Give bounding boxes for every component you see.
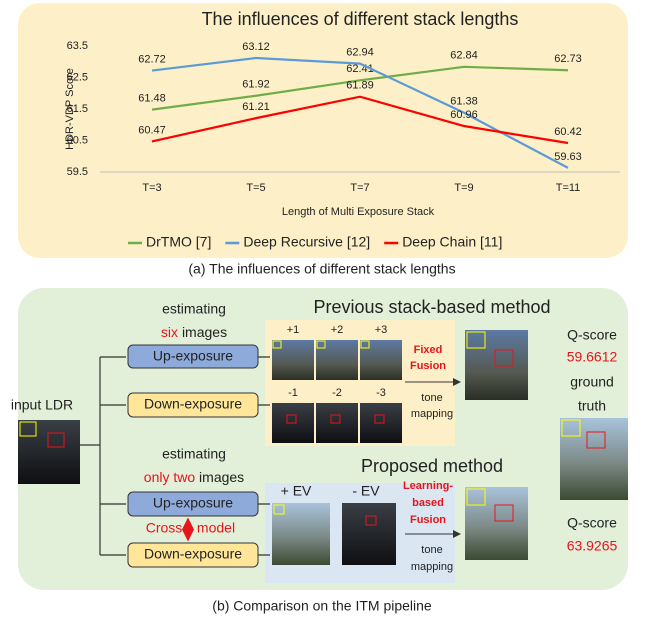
box-label: Down-exposure xyxy=(144,396,242,412)
images: images xyxy=(199,469,244,485)
caption-a: (a) The influences of different stack le… xyxy=(188,261,455,277)
ev-image xyxy=(272,503,330,565)
gt-image xyxy=(560,418,628,500)
data-label: 62.84 xyxy=(450,50,478,62)
data-label: 62.94 xyxy=(346,47,374,59)
ev-label: - EV xyxy=(352,483,380,499)
y-tick-label: 63.5 xyxy=(67,40,88,52)
tone-label: mapping xyxy=(411,561,453,573)
x-axis-label: Length of Multi Exposure Stack xyxy=(282,206,435,218)
gt-label: truth xyxy=(578,398,606,414)
input-label: input LDR xyxy=(11,397,73,413)
legend-label: DrTMO [7] xyxy=(146,234,211,250)
count: only two xyxy=(144,469,196,485)
ev-label: + EV xyxy=(281,483,312,499)
data-label: 62.73 xyxy=(554,53,582,65)
q-label: Q-score xyxy=(567,515,617,531)
stack-label: +1 xyxy=(287,324,300,336)
box-label: Up-exposure xyxy=(153,495,233,511)
q-score: 63.9265 xyxy=(567,538,618,554)
stack-label: -2 xyxy=(332,387,342,399)
stack-image xyxy=(272,340,314,380)
q-score: 59.6612 xyxy=(567,349,618,365)
fusion-label: Fusion xyxy=(410,514,446,526)
y-tick-label: 60.5 xyxy=(67,134,88,146)
data-label: 60.42 xyxy=(554,126,582,138)
data-label: 60.96 xyxy=(450,109,478,121)
branch-text: six images xyxy=(161,324,227,340)
legend-label: Deep Recursive [12] xyxy=(243,234,370,250)
y-tick-label: 61.5 xyxy=(67,103,88,115)
chart-panel xyxy=(18,3,628,258)
stack-image xyxy=(360,340,402,380)
legend-label: Deep Chain [11] xyxy=(402,234,502,250)
stack-label: -1 xyxy=(288,387,298,399)
stack-label: +3 xyxy=(375,324,388,336)
data-label: 61.38 xyxy=(450,96,478,108)
data-label: 63.12 xyxy=(242,41,270,53)
x-tick-label: T=3 xyxy=(142,182,161,194)
cross-label: Cross xyxy=(146,520,183,536)
fusion-label: Fixed xyxy=(414,344,443,356)
tone-label: tone xyxy=(421,544,442,556)
data-label: 62.72 xyxy=(138,53,166,65)
chart-title: The influences of different stack length… xyxy=(202,9,519,29)
x-tick-label: T=11 xyxy=(556,182,581,194)
input-image xyxy=(18,420,80,484)
x-tick-label: T=5 xyxy=(246,182,265,194)
result-image xyxy=(465,330,528,400)
data-label: 59.63 xyxy=(554,151,582,163)
branch-text: estimating xyxy=(162,446,226,462)
data-label: 60.47 xyxy=(138,124,166,136)
figure: The influences of different stack length… xyxy=(0,0,645,624)
branch-text: estimating xyxy=(162,301,226,317)
data-label: 61.92 xyxy=(242,79,270,91)
fusion-label: Fusion xyxy=(410,360,446,372)
stack-image xyxy=(316,340,358,380)
y-tick-label: 62.5 xyxy=(67,71,88,83)
images: images xyxy=(182,324,227,340)
tone-label: tone xyxy=(421,392,442,404)
stack-label: -3 xyxy=(376,387,386,399)
data-label: 61.21 xyxy=(242,101,270,113)
cross-label: model xyxy=(197,520,235,536)
tone-label: mapping xyxy=(411,408,453,420)
fusion-label: based xyxy=(412,497,444,509)
caption-b: (b) Comparison on the ITM pipeline xyxy=(212,598,432,614)
section-title: Proposed method xyxy=(361,456,503,476)
x-tick-label: T=9 xyxy=(454,182,473,194)
y-tick-label: 59.5 xyxy=(67,166,88,178)
box-label: Down-exposure xyxy=(144,546,242,562)
stack-label: +2 xyxy=(331,324,344,336)
result-image xyxy=(465,487,528,560)
x-tick-label: T=7 xyxy=(350,182,369,194)
ev-image xyxy=(342,503,396,565)
box-label: Up-exposure xyxy=(153,348,233,364)
q-label: Q-score xyxy=(567,327,617,343)
count: six xyxy=(161,324,178,340)
section-title: Previous stack-based method xyxy=(313,297,550,317)
data-label: 61.48 xyxy=(138,93,166,105)
data-label: 61.89 xyxy=(346,80,374,92)
fusion-label: Learning- xyxy=(403,480,453,492)
branch-text: only two images xyxy=(144,469,244,485)
gt-label: ground xyxy=(570,374,614,390)
